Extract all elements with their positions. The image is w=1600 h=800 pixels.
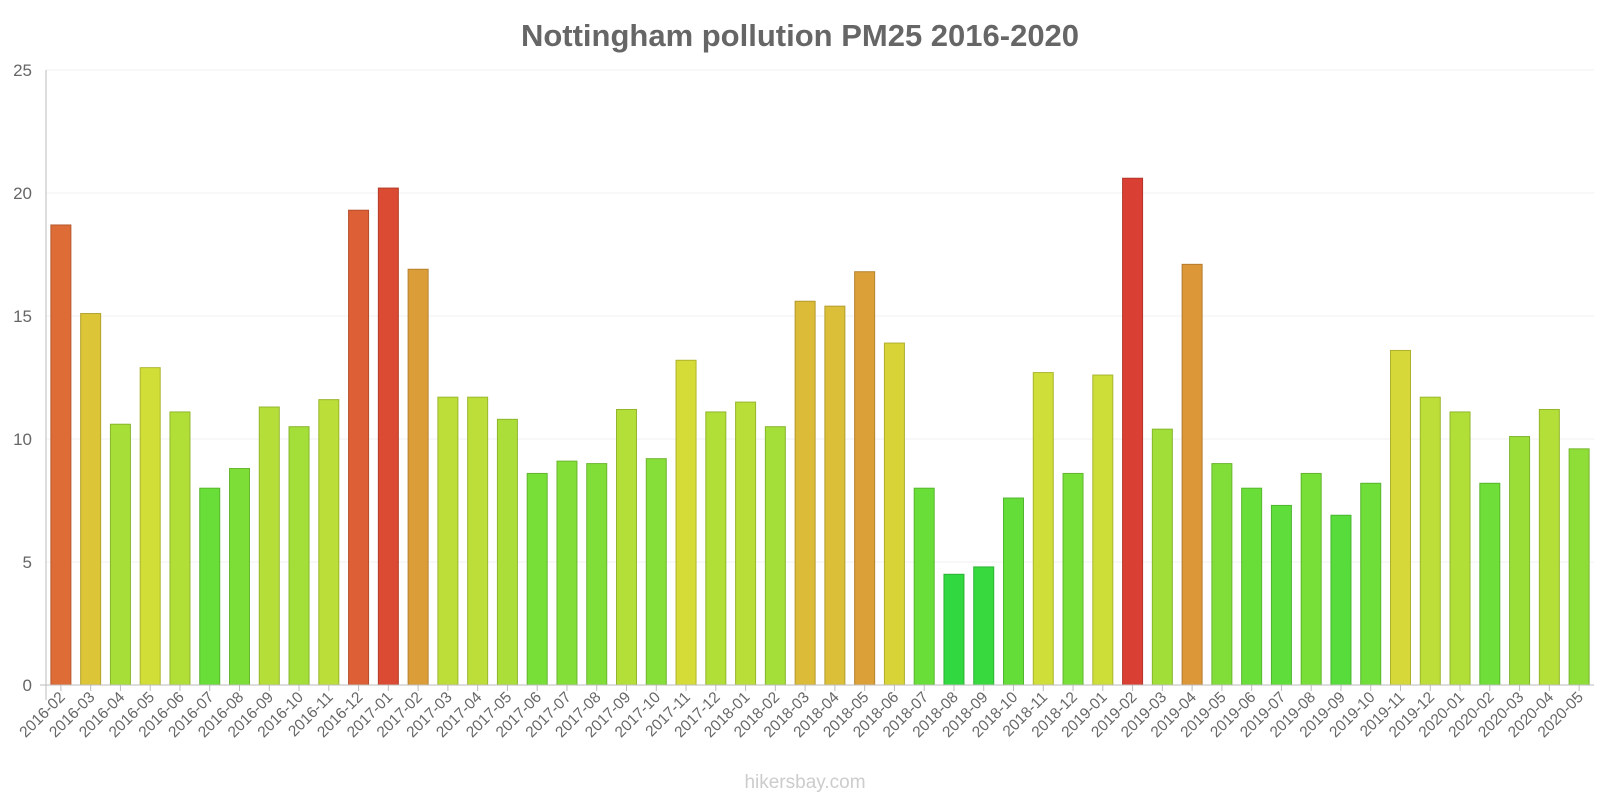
bar-2016-04 <box>109 423 131 686</box>
bar-2016-10 <box>288 426 310 686</box>
bar-2016-02 <box>50 224 72 686</box>
bar-2016-03 <box>80 313 102 686</box>
bar-2020-03 <box>1509 436 1531 686</box>
y-tick-label: 5 <box>23 553 32 572</box>
bar-2018-01 <box>735 401 757 686</box>
bar-2018-04 <box>824 305 846 686</box>
bar-2017-05 <box>496 418 518 686</box>
bar-2020-04 <box>1538 408 1560 686</box>
y-tick-label: 15 <box>13 307 32 326</box>
bar-2017-04 <box>467 396 489 686</box>
bar-2019-01 <box>1092 374 1114 686</box>
bar-2019-06 <box>1241 487 1263 686</box>
bar-2017-01 <box>377 187 399 686</box>
bar-2017-09 <box>616 408 637 686</box>
bar-2017-07 <box>556 460 578 686</box>
bar-2016-09 <box>258 406 280 686</box>
bar-2016-11 <box>318 399 340 686</box>
bar-2016-06 <box>169 411 191 686</box>
bar-2018-02 <box>764 426 786 686</box>
bars <box>50 177 1590 686</box>
bar-2019-08 <box>1300 472 1322 686</box>
bar-2019-02 <box>1122 177 1144 686</box>
y-tick-label: 20 <box>13 184 32 203</box>
bar-2017-02 <box>407 268 429 686</box>
bar-2019-05 <box>1211 463 1233 686</box>
bar-2017-11 <box>675 359 697 686</box>
bar-2017-12 <box>705 411 727 686</box>
bar-2019-09 <box>1330 514 1352 686</box>
bar-2020-05 <box>1568 448 1590 686</box>
bar-2017-10 <box>645 458 667 686</box>
credit-text: hikersbay.com <box>744 772 865 793</box>
bar-2018-10 <box>1003 497 1024 686</box>
bar-2017-06 <box>526 472 548 686</box>
bar-2017-08 <box>586 463 608 686</box>
bar-2019-10 <box>1360 482 1382 686</box>
bar-2016-08 <box>229 468 250 686</box>
y-tick-label: 25 <box>13 61 32 80</box>
bar-2016-12 <box>348 209 370 686</box>
bar-2018-03 <box>794 300 816 686</box>
bar-2019-12 <box>1419 396 1441 686</box>
chart-title: Nottingham pollution PM25 2016-2020 <box>521 18 1079 53</box>
bar-2018-05 <box>854 271 876 686</box>
bar-2018-08 <box>943 573 965 686</box>
x-axis: 2016-022016-032016-042016-052016-062016-… <box>16 684 1594 741</box>
bar-2019-04 <box>1181 263 1203 686</box>
bar-2018-11 <box>1032 372 1054 686</box>
bar-2019-03 <box>1151 428 1173 686</box>
bar-2016-07 <box>199 487 221 686</box>
y-tick-label: 10 <box>13 430 32 449</box>
y-axis: 0 5 10 15 20 25 <box>13 61 47 700</box>
bar-2016-05 <box>139 367 161 686</box>
bar-2019-11 <box>1390 349 1411 686</box>
bar-2019-07 <box>1270 504 1292 686</box>
bar-2017-03 <box>437 396 459 686</box>
bar-2018-12 <box>1062 472 1084 686</box>
y-tick-label: 0 <box>23 676 32 695</box>
bar-2020-01 <box>1449 411 1471 686</box>
bar-2018-07 <box>913 487 935 686</box>
bar-2018-06 <box>883 342 905 686</box>
bar-2018-09 <box>973 566 995 686</box>
bar-2020-02 <box>1479 482 1501 686</box>
